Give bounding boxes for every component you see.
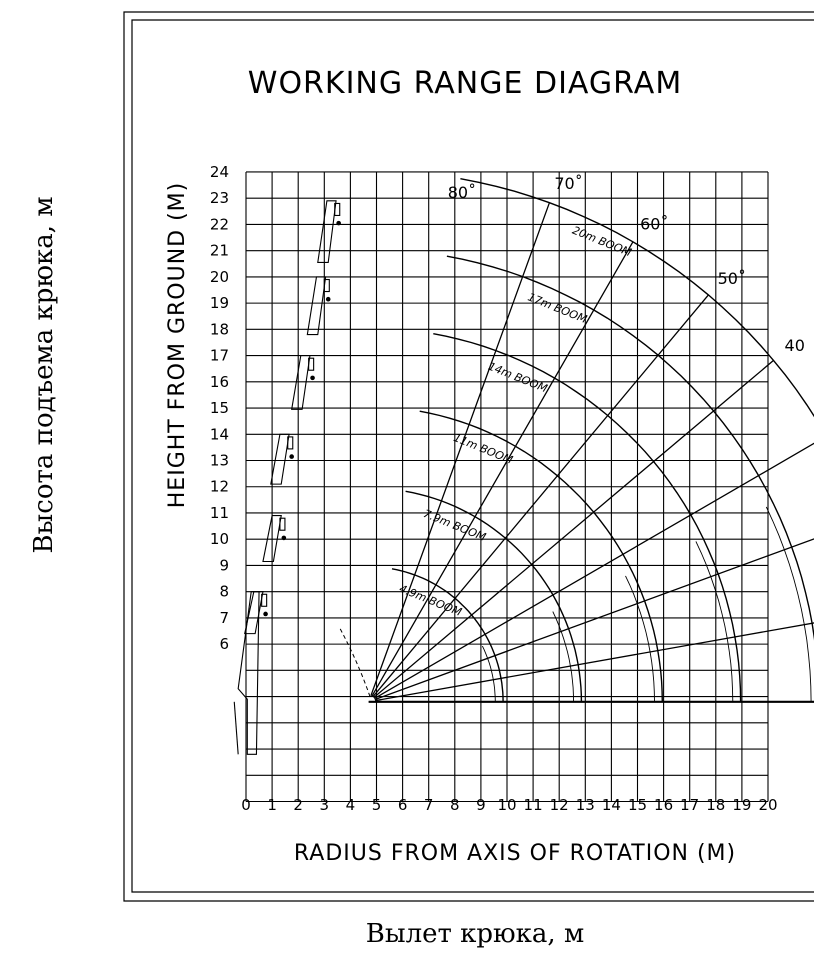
x-tick-label: 16: [654, 796, 673, 814]
x-tick-label: 6: [398, 796, 408, 814]
y-tick-label: 8: [219, 583, 229, 601]
boom-label: 20m BOOM: [570, 224, 633, 260]
y-tick-label: 15: [210, 399, 229, 417]
crane-booms: [233, 200, 341, 755]
y-tick-label: 20: [210, 268, 229, 286]
x-tick-label: 4: [346, 796, 356, 814]
y-tick-label: 23: [210, 189, 229, 207]
bottom-outer-label: Вылет крюка, м: [366, 919, 584, 949]
boom-tip: [306, 276, 331, 336]
angle-label: 60˚: [640, 214, 668, 233]
x-tick-label: 12: [550, 796, 569, 814]
boom-tip: [270, 433, 294, 485]
left-outer-label: Высота подъема крюка, м: [29, 196, 59, 553]
x-tick-label: 20: [758, 796, 777, 814]
boom-tip: [317, 200, 341, 264]
x-tick-label: 10: [497, 796, 516, 814]
y-tick-label: 24: [210, 163, 229, 181]
y-axis-title: HEIGHT FROM GROUND (M): [165, 182, 190, 508]
x-axis-title: RADIUS FROM AXIS OF ROTATION (M): [294, 841, 736, 866]
boom-arc-inner: [481, 645, 496, 702]
angle-ray: [373, 359, 774, 699]
x-tick-label: 5: [372, 796, 382, 814]
x-tick-label: 11: [524, 796, 543, 814]
y-tick-label: 16: [210, 373, 229, 391]
angle-label: 80˚: [448, 183, 476, 202]
boom-arc: [405, 490, 583, 702]
x-tick-label: 9: [476, 796, 486, 814]
inner-sweep: [339, 628, 371, 697]
boom-tip: [291, 355, 315, 410]
boom-label: 14m BOOM: [486, 360, 549, 396]
y-tick-label: 11: [210, 504, 229, 522]
angle-ray: [374, 538, 814, 701]
y-tick-label: 13: [210, 452, 229, 470]
boom-arc-inner: [695, 541, 734, 702]
x-tick-label: 8: [450, 796, 460, 814]
diagram-title: WORKING RANGE DIAGRAM: [248, 66, 682, 101]
y-tick-label: 6: [219, 635, 229, 653]
crane-outrigger: [233, 701, 239, 755]
x-tick-label: 18: [706, 796, 725, 814]
angle-ray: [373, 442, 814, 700]
angle-ray: [371, 241, 634, 697]
boom-arc: [433, 333, 742, 702]
boom-label: 11m BOOM: [452, 431, 515, 467]
x-tick-label: 3: [320, 796, 330, 814]
grid: [245, 171, 769, 803]
y-tick-labels: 6 7 8 9 10 11 12 13 14 15 16 17 18 19 20 21 22 23 24: [210, 163, 229, 653]
y-tick-label: 22: [210, 215, 229, 233]
y-tick-label: 9: [219, 556, 229, 574]
boom-tip: [262, 515, 287, 563]
y-tick-label: 17: [210, 347, 229, 365]
drawing-frame: [123, 11, 814, 902]
x-tick-label: 15: [628, 796, 647, 814]
x-tick-label: 2: [293, 796, 303, 814]
x-tick-label: 17: [680, 796, 699, 814]
y-tick-label: 14: [210, 425, 229, 443]
angle-ray: [370, 202, 551, 696]
x-tick-labels: 0 1 2 3 4 5 6 7 8 9 10 11 12 13 14 15 16 17 18 19 20: [241, 796, 777, 814]
y-tick-label: 10: [210, 530, 229, 548]
y-tick-label: 19: [210, 294, 229, 312]
x-tick-label: 1: [267, 796, 277, 814]
boom-arc-inner: [552, 611, 575, 702]
y-tick-label: 21: [210, 242, 229, 260]
x-tick-label: 13: [576, 796, 595, 814]
crane-column: [237, 591, 260, 755]
boom-arc: [446, 255, 814, 641]
boom-label: 17m BOOM: [526, 291, 589, 327]
angle-label: 70˚: [554, 174, 582, 193]
angle-label: 50˚: [718, 269, 746, 288]
boom-arc-inner: [625, 575, 655, 702]
x-tick-label: 7: [424, 796, 434, 814]
y-tick-label: 18: [210, 320, 229, 338]
x-tick-label: 0: [241, 796, 251, 814]
boom-arc: [460, 178, 814, 418]
boom-arcs: [339, 178, 814, 703]
angle-rays: [368, 202, 814, 703]
boom-arc-inner: [765, 506, 812, 702]
angle-label: 40: [785, 336, 805, 355]
angle-ray: [372, 294, 709, 698]
x-tick-label: 19: [732, 796, 751, 814]
boom-tip: [244, 591, 268, 635]
angle-ray: [374, 622, 814, 702]
y-tick-label: 12: [210, 478, 229, 496]
boom-arc: [419, 410, 663, 702]
y-tick-label: 7: [219, 609, 229, 627]
x-tick-label: 14: [602, 796, 621, 814]
boom-arc: [391, 568, 504, 702]
